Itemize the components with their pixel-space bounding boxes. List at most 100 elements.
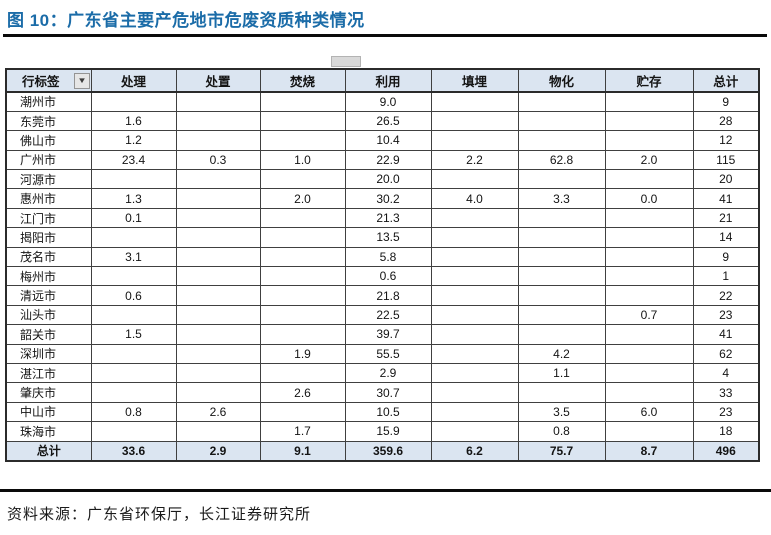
value-cell bbox=[517, 169, 606, 190]
value-cell: 21 bbox=[692, 207, 760, 229]
value-cell bbox=[175, 207, 261, 229]
value-cell: 26.5 bbox=[344, 110, 432, 132]
value-cell bbox=[517, 285, 606, 306]
row-label-cell: 肇庆市 bbox=[5, 382, 92, 403]
value-cell bbox=[517, 91, 606, 112]
value-cell: 62 bbox=[692, 343, 760, 364]
value-cell: 41 bbox=[692, 188, 760, 209]
value-cell bbox=[430, 246, 519, 268]
column-header-label: 填埋 bbox=[461, 75, 487, 89]
value-cell bbox=[175, 343, 261, 364]
value-cell: 0.3 bbox=[175, 149, 261, 171]
value-cell bbox=[259, 324, 346, 345]
value-cell: 2.9 bbox=[344, 362, 432, 384]
column-header-label: 物化 bbox=[548, 75, 574, 89]
value-cell bbox=[604, 169, 694, 190]
value-cell bbox=[90, 91, 177, 112]
value-cell: 23 bbox=[692, 304, 760, 326]
table-row: 惠州市 1.3 2.0 30.2 4.0 3.3 0.0 41 bbox=[5, 188, 760, 209]
row-label-cell: 茂名市 bbox=[5, 246, 92, 268]
value-cell bbox=[175, 266, 261, 287]
value-cell bbox=[90, 169, 177, 190]
value-cell bbox=[90, 266, 177, 287]
filter-dropdown-button[interactable]: ▼ bbox=[73, 73, 90, 89]
value-cell bbox=[430, 227, 519, 248]
table-body: 潮州市 9.0 9 东莞市 1.6 26.5 28 佛山市 1.2 10.4 12 广州市 23.4 0.… bbox=[5, 91, 760, 462]
value-cell bbox=[517, 110, 606, 132]
caret-down-icon: ▼ bbox=[76, 76, 87, 85]
column-header-1: 处理 bbox=[90, 68, 177, 93]
column-header-label: 利用 bbox=[375, 75, 401, 89]
value-cell bbox=[430, 421, 519, 442]
value-cell bbox=[604, 110, 694, 132]
value-cell: 10.4 bbox=[344, 130, 432, 151]
column-header-label: 处理 bbox=[120, 75, 146, 89]
value-cell bbox=[259, 304, 346, 326]
value-cell: 1.9 bbox=[259, 343, 346, 364]
table-row: 佛山市 1.2 10.4 12 bbox=[5, 130, 760, 151]
table-row: 茂名市 3.1 5.8 9 bbox=[5, 246, 760, 268]
value-cell bbox=[175, 304, 261, 326]
value-cell bbox=[517, 207, 606, 229]
value-cell: 23.4 bbox=[90, 149, 177, 171]
value-cell bbox=[604, 343, 694, 364]
value-cell bbox=[175, 227, 261, 248]
value-cell: 33.6 bbox=[90, 440, 177, 462]
value-cell bbox=[517, 227, 606, 248]
value-cell bbox=[259, 246, 346, 268]
value-cell bbox=[259, 266, 346, 287]
value-cell: 21.3 bbox=[344, 207, 432, 229]
pivot-table: 行标签 ▼ 处理 处置 焚烧 利用 填埋 物化 贮存 总计 潮州市 9.0 9 东莞市 1.6 26.5 28… bbox=[5, 68, 760, 463]
table-row: 江门市 0.1 21.3 21 bbox=[5, 207, 760, 229]
value-cell bbox=[604, 421, 694, 442]
header-row: 行标签 ▼ 处理 处置 焚烧 利用 填埋 物化 贮存 总计 bbox=[5, 68, 760, 93]
row-label-cell: 深圳市 bbox=[5, 343, 92, 364]
table-row: 梅州市 0.6 1 bbox=[5, 266, 760, 287]
table-row: 深圳市 1.9 55.5 4.2 62 bbox=[5, 343, 760, 364]
column-header-7: 贮存 bbox=[604, 68, 694, 93]
value-cell bbox=[604, 91, 694, 112]
row-label-cell: 汕头市 bbox=[5, 304, 92, 326]
table-row: 清远市 0.6 21.8 22 bbox=[5, 285, 760, 306]
value-cell bbox=[604, 382, 694, 403]
table-row: 汕头市 22.5 0.7 23 bbox=[5, 304, 760, 326]
value-cell: 9 bbox=[692, 91, 760, 112]
value-cell: 2.6 bbox=[259, 382, 346, 403]
value-cell bbox=[604, 130, 694, 151]
value-cell: 62.8 bbox=[517, 149, 606, 171]
value-cell: 0.6 bbox=[90, 285, 177, 306]
table-row: 韶关市 1.5 39.7 41 bbox=[5, 324, 760, 345]
value-cell bbox=[430, 401, 519, 423]
value-cell: 3.5 bbox=[517, 401, 606, 423]
value-cell: 1 bbox=[692, 266, 760, 287]
value-cell bbox=[259, 227, 346, 248]
value-cell: 30.7 bbox=[344, 382, 432, 403]
value-cell: 4.0 bbox=[430, 188, 519, 209]
value-cell: 2.6 bbox=[175, 401, 261, 423]
column-header-8: 总计 bbox=[692, 68, 760, 93]
value-cell: 1.7 bbox=[259, 421, 346, 442]
value-cell bbox=[604, 246, 694, 268]
value-cell: 55.5 bbox=[344, 343, 432, 364]
table-row: 揭阳市 13.5 14 bbox=[5, 227, 760, 248]
row-label-cell: 佛山市 bbox=[5, 130, 92, 151]
value-cell: 1.6 bbox=[90, 110, 177, 132]
value-cell bbox=[430, 362, 519, 384]
value-cell bbox=[517, 266, 606, 287]
value-cell bbox=[259, 207, 346, 229]
value-cell: 6.0 bbox=[604, 401, 694, 423]
value-cell: 12 bbox=[692, 130, 760, 151]
value-cell bbox=[259, 91, 346, 112]
row-label-cell: 河源市 bbox=[5, 169, 92, 190]
value-cell: 28 bbox=[692, 110, 760, 132]
value-cell: 21.8 bbox=[344, 285, 432, 306]
footer-divider bbox=[0, 489, 771, 492]
value-cell bbox=[517, 324, 606, 345]
value-cell bbox=[259, 285, 346, 306]
value-cell bbox=[604, 266, 694, 287]
value-cell: 22 bbox=[692, 285, 760, 306]
total-label-cell: 总计 bbox=[5, 440, 92, 462]
column-header-label: 焚烧 bbox=[289, 75, 315, 89]
value-cell bbox=[90, 421, 177, 442]
value-cell: 33 bbox=[692, 382, 760, 403]
